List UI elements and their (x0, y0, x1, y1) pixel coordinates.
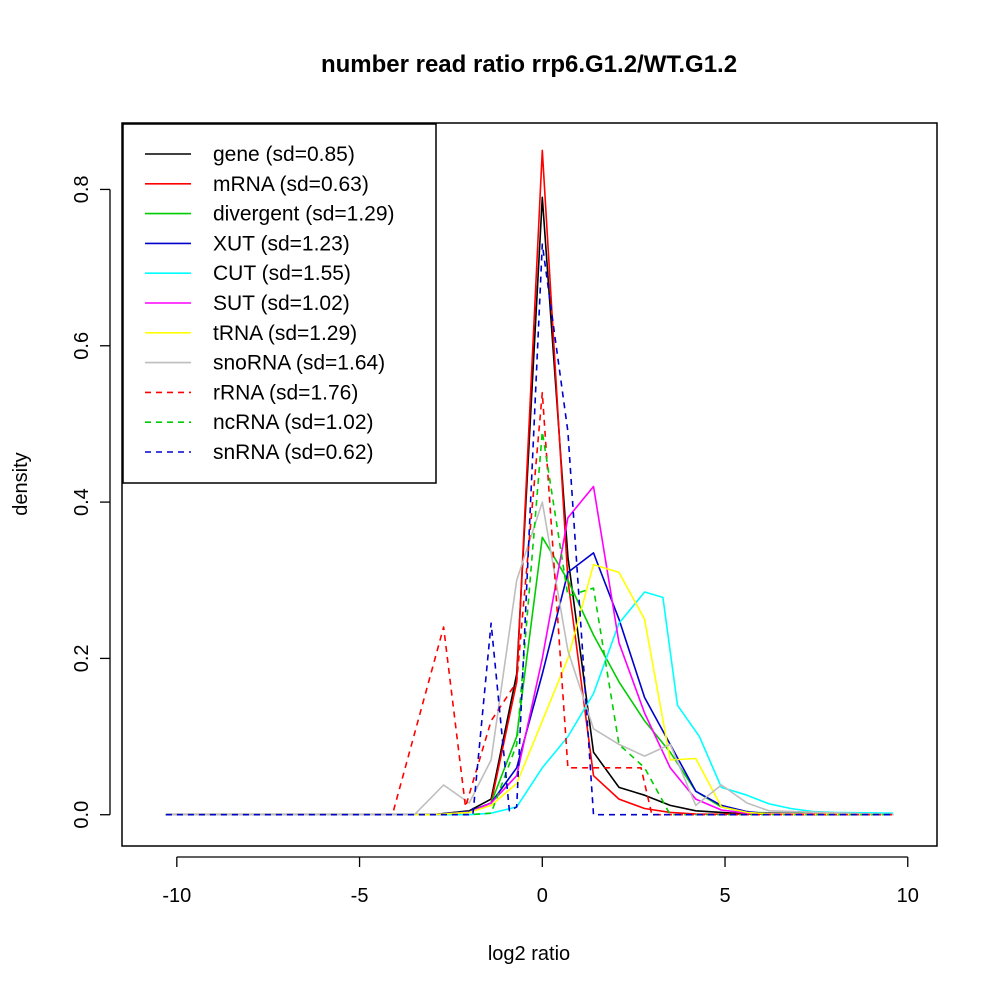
y-tick-label: 0.6 (71, 332, 93, 360)
legend-label-XUT: XUT (sd=1.23) (213, 232, 350, 255)
legend-label-ncRNA: ncRNA (sd=1.02) (213, 411, 374, 434)
x-tick-label: 0 (537, 885, 548, 907)
legend-label-rRNA: rRNA (sd=1.76) (213, 381, 358, 404)
legend: gene (sd=0.85) mRNA (sd=0.63) divergent (s… (122, 123, 437, 484)
legend-label-tRNA: tRNA (sd=1.29) (213, 322, 357, 345)
y-tick-label: 0.0 (71, 801, 93, 829)
legend-label-SUT: SUT (sd=1.02) (213, 292, 350, 315)
legend-label-snoRNA: snoRNA (sd=1.64) (213, 352, 385, 375)
series-line-rRNA (165, 391, 894, 816)
series-line-ncRNA (165, 430, 894, 816)
y-tick-label: 0.2 (71, 644, 93, 672)
x-axis-label: log2 ratio (488, 943, 570, 965)
y-axis-label: density (10, 452, 32, 515)
series-line-snoRNA (165, 501, 894, 816)
x-axis: -10 -5 0 5 10 (162, 856, 919, 907)
series-line-CUT (165, 591, 894, 816)
chart-title: number read ratio rrp6.G1.2/WT.G1.2 (321, 51, 737, 78)
y-tick-label: 0.8 (71, 175, 93, 203)
legend-label-gene: gene (sd=0.85) (213, 143, 355, 166)
legend-label-snRNA: snRNA (sd=0.62) (213, 441, 374, 464)
series-line-snRNA (165, 243, 894, 816)
legend-label-CUT: CUT (sd=1.55) (213, 262, 351, 285)
series-layer (165, 149, 894, 816)
x-tick-label: -10 (162, 885, 191, 907)
x-tick-label: 10 (897, 885, 919, 907)
x-tick-label: -5 (351, 885, 369, 907)
y-tick-label: 0.4 (71, 488, 93, 516)
x-tick-label: 5 (719, 885, 730, 907)
legend-label-mRNA: mRNA (sd=0.63) (213, 173, 369, 196)
plot-frame (121, 122, 938, 847)
series-line-gene (165, 196, 894, 816)
y-axis: 0.0 0.2 0.4 0.6 0.8 (71, 175, 111, 829)
legend-label-divergent: divergent (sd=1.29) (213, 203, 395, 226)
series-line-tRNA (165, 563, 894, 816)
